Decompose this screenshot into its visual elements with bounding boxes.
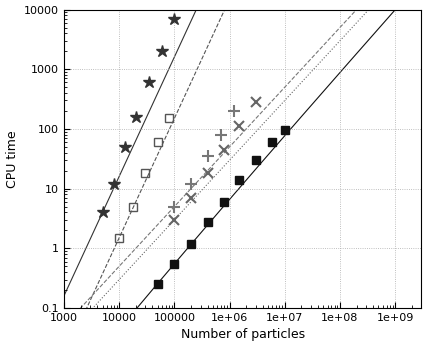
X-axis label: Number of particles: Number of particles [180, 329, 304, 341]
Y-axis label: CPU time: CPU time [6, 130, 18, 188]
